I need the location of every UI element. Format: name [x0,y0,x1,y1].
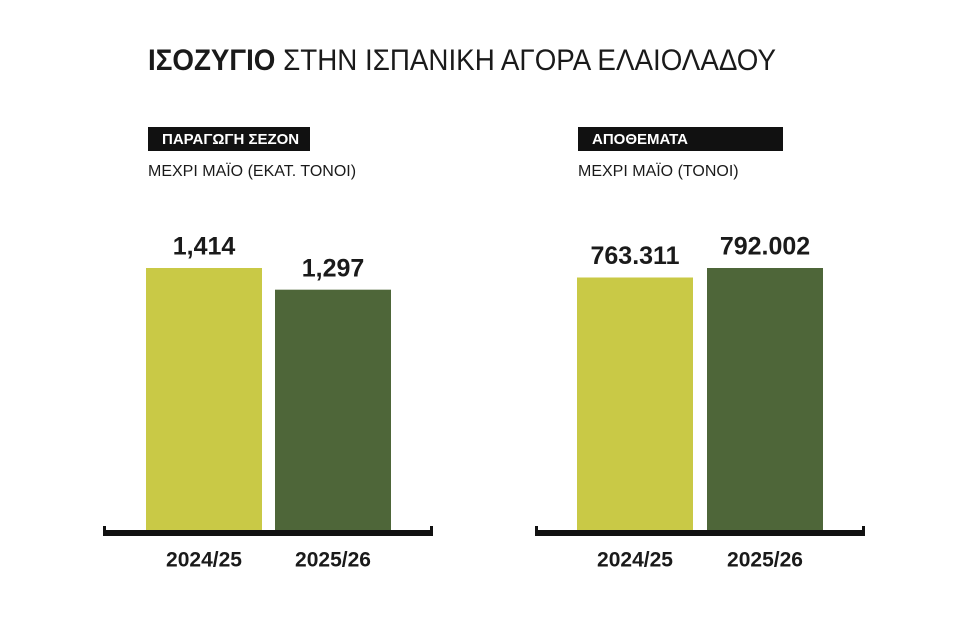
main-title: ΙΣΟΖΥΓΙΟ ΣΤΗΝ ΙΣΠΑΝΙΚΗ ΑΓΟΡΑ ΕΛΑΙΟΛΑΔΟΥ [148,44,776,77]
baseline-end [430,526,433,536]
value-label: 1,297 [302,254,365,282]
section-title: ΑΠΟΘΕΜΑΤΑ [592,131,688,148]
baseline [535,530,865,536]
section-title: ΠΑΡΑΓΩΓΗ ΣΕΖΟΝ [162,131,299,148]
baseline-end [535,526,538,536]
x-tick-label: 2025/26 [295,549,371,572]
value-label: 763.311 [591,242,680,270]
section-subtitle: ΜΕΧΡΙ ΜΑΪΟ (ΕΚΑΤ. ΤΟΝΟΙ) [148,162,356,180]
section-label-box [148,127,310,151]
baseline [103,530,433,536]
section-label-box [578,127,783,151]
x-tick-label: 2024/25 [597,549,673,572]
title-bold: ΙΣΟΖΥΓΙΟ [148,44,275,77]
bar [707,268,823,530]
bar [146,268,262,530]
bar [275,289,391,530]
value-label: 792.002 [720,233,810,261]
baseline-end [103,526,106,536]
value-label: 1,414 [173,233,236,261]
x-tick-label: 2025/26 [727,549,803,572]
bar [577,277,693,530]
x-tick-label: 2024/25 [166,549,242,572]
title-rest: ΣΤΗΝ ΙΣΠΑΝΙΚΗ ΑΓΟΡΑ ΕΛΑΙΟΛΑΔΟΥ [283,44,776,77]
section-subtitle: ΜΕΧΡΙ ΜΑΪΟ (ΤΟΝΟΙ) [578,162,739,180]
baseline-end [862,526,865,536]
